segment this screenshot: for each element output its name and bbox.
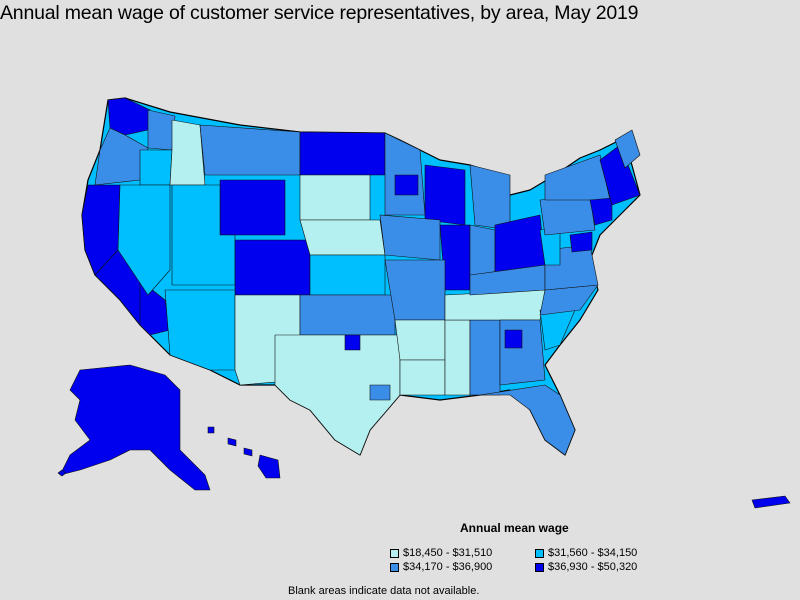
region-nd xyxy=(299,131,386,176)
region-ga-atlanta xyxy=(504,329,523,349)
region-hawaii-3 xyxy=(243,447,253,457)
legend-label-tier2: $31,560 - $34,150 xyxy=(548,547,638,559)
region-az xyxy=(164,289,236,371)
legend-item-tier3: $34,170 - $36,900 xyxy=(390,561,492,573)
legend-item-tier2: $31,560 - $34,150 xyxy=(535,547,637,559)
region-or-east xyxy=(139,149,173,186)
region-dc-md xyxy=(569,231,593,253)
region-co xyxy=(234,239,311,296)
region-wi xyxy=(424,164,466,226)
legend-label-tier4: $36,930 - $50,320 xyxy=(548,561,638,573)
legend-label-tier1: $18,450 - $31,510 xyxy=(403,547,493,559)
map-title: Annual mean wage of customer service rep… xyxy=(0,2,639,24)
region-nv xyxy=(117,184,171,296)
region-mi xyxy=(469,164,511,231)
region-fl xyxy=(479,384,576,456)
legend-swatch-tier4 xyxy=(535,562,544,572)
region-maine xyxy=(614,129,641,169)
region-tx-dallas xyxy=(344,334,361,351)
legend-swatch-tier3 xyxy=(390,562,399,572)
legend-item-tier1: $18,450 - $31,510 xyxy=(390,547,492,559)
region-wy xyxy=(219,179,286,236)
region-tx-houston xyxy=(369,384,391,401)
region-mo xyxy=(384,259,446,321)
region-al xyxy=(469,319,501,396)
legend-label-tier3: $34,170 - $36,900 xyxy=(403,561,493,573)
legend-item-tier4: $36,930 - $50,320 xyxy=(535,561,637,573)
region-ok xyxy=(299,294,396,336)
legend-swatch-tier1 xyxy=(390,548,399,558)
region-la xyxy=(399,359,446,396)
region-ne xyxy=(299,219,386,256)
region-wa-east xyxy=(147,109,176,151)
region-mn xyxy=(384,132,426,216)
region-ut xyxy=(171,184,236,286)
region-new-england xyxy=(599,144,641,206)
region-hawaii-2 xyxy=(227,437,237,447)
region-pa xyxy=(539,194,596,236)
region-puerto-rico xyxy=(751,495,791,509)
region-ks xyxy=(309,254,386,296)
region-nyc xyxy=(589,197,613,226)
footnote: Blank areas indicate data not available. xyxy=(288,585,480,597)
region-hawaii-4 xyxy=(257,454,281,479)
legend-swatch-tier2 xyxy=(535,548,544,558)
region-mt xyxy=(199,124,301,176)
legend-title: Annual mean wage xyxy=(460,521,569,535)
region-ms xyxy=(444,319,471,396)
region-mn-metro xyxy=(394,174,419,196)
region-id xyxy=(169,119,206,186)
region-alaska-aleutians xyxy=(57,469,67,477)
region-sd xyxy=(299,174,371,221)
region-tn xyxy=(444,289,546,321)
region-hawaii-1 xyxy=(207,426,215,434)
region-ar xyxy=(394,319,446,361)
region-alaska xyxy=(59,364,211,491)
region-ia xyxy=(379,214,441,261)
